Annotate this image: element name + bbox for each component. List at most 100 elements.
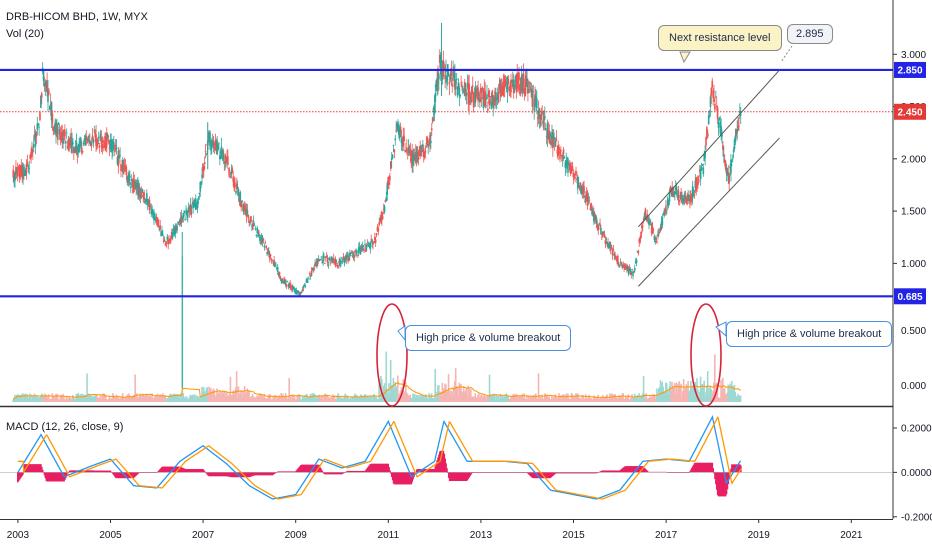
volume-bar — [242, 394, 245, 402]
macd-hist-bar — [407, 472, 410, 485]
candle-body — [285, 284, 288, 287]
candle-body — [370, 239, 373, 241]
macd-hist-bar — [715, 472, 718, 490]
candle-body — [304, 285, 307, 287]
candle-body — [520, 74, 523, 92]
volume-bar — [45, 395, 47, 402]
candle-body — [308, 273, 311, 275]
macd-hist-bar — [33, 464, 35, 473]
volume-bar — [510, 395, 513, 402]
macd-hist-bar — [699, 462, 701, 473]
volume-bar — [324, 393, 327, 402]
candle-body — [123, 165, 126, 167]
candle-body — [534, 93, 536, 102]
volume-bar — [612, 395, 615, 402]
macd-hist-bar — [397, 472, 399, 485]
macd-hist-bar — [373, 463, 375, 473]
candle-body — [224, 154, 226, 164]
candle-body — [713, 91, 715, 93]
macd-hist-bar — [270, 472, 273, 476]
candle-body — [463, 90, 465, 92]
candle-body — [405, 151, 407, 153]
candle-body — [25, 163, 28, 173]
candle-body — [71, 141, 73, 153]
candle-body — [636, 250, 639, 252]
volume-bar — [728, 389, 730, 402]
macd-hist-bar — [466, 472, 469, 481]
candle-body — [583, 186, 585, 194]
volume-bar — [114, 399, 117, 402]
candle-body — [176, 225, 178, 231]
candle-body — [18, 165, 21, 178]
candle-body — [247, 214, 250, 219]
macd-hist-bar — [368, 465, 371, 473]
volume-bar — [216, 388, 218, 402]
volume-bar — [206, 387, 209, 402]
macd-hist-bar — [44, 472, 47, 479]
volume-bar — [582, 395, 584, 402]
macd-hist-bar — [121, 472, 123, 479]
volume-bar — [278, 395, 281, 402]
volume-bar — [386, 389, 388, 402]
volume-bar — [621, 393, 624, 402]
candle-body — [402, 135, 405, 147]
volume-bar — [422, 395, 425, 402]
volume-bar — [72, 396, 75, 402]
volume-bar — [53, 396, 55, 402]
candle-body — [95, 134, 97, 146]
candle-body — [29, 154, 31, 159]
macd-hist-bar — [203, 471, 206, 473]
volume-bar — [482, 396, 485, 402]
macd-hist-bar — [366, 467, 369, 473]
macd-hist-bar — [70, 470, 73, 473]
volume-bar — [478, 398, 481, 402]
volume-bar — [723, 388, 726, 402]
macd-label: MACD (12, 26, close, 9) — [6, 421, 124, 433]
volume-bar — [323, 395, 325, 402]
volume-bar — [661, 381, 664, 402]
candle-body — [268, 250, 270, 255]
volume-bar — [501, 395, 503, 402]
volume-bar — [605, 395, 607, 402]
volume-bar — [169, 394, 171, 402]
candle-body — [734, 135, 737, 143]
volume-bar — [692, 387, 695, 402]
macd-hist-bar — [534, 472, 536, 479]
volume-bar — [370, 396, 372, 402]
macd-hist-bar — [216, 472, 219, 477]
macd-hist-bar — [179, 467, 182, 473]
candle-body — [70, 137, 72, 147]
volume-bar — [404, 391, 406, 402]
macd-hist-bar — [97, 470, 99, 473]
candle-body — [701, 163, 704, 166]
volume-bar — [297, 395, 299, 402]
macd-hist-bar — [531, 472, 534, 478]
candle-body — [47, 90, 49, 103]
callout-tail-left — [397, 325, 406, 342]
candle-body — [195, 207, 198, 209]
macd-hist-bar — [374, 463, 377, 473]
macd-hist-bar — [359, 470, 362, 473]
volume-bar — [50, 398, 53, 402]
volume-bar — [299, 395, 301, 402]
candle-body — [78, 143, 80, 153]
candle-body — [619, 262, 622, 264]
macd-hist-bar — [404, 472, 406, 485]
volume-bar — [689, 390, 691, 402]
volume-bar — [78, 394, 80, 402]
candle-body — [225, 164, 227, 166]
volume-bar — [580, 399, 583, 402]
macd-hist-bar — [538, 472, 541, 479]
candle-body — [723, 154, 725, 157]
candle-body — [554, 140, 557, 147]
candle-body — [474, 86, 477, 104]
candle-body — [297, 290, 299, 293]
macd-hist-bar — [130, 472, 133, 479]
macd-hist-bar — [705, 462, 707, 473]
macd-hist-bar — [357, 470, 359, 473]
candle-body — [80, 138, 82, 147]
candle-body — [158, 228, 161, 230]
volume-bar — [626, 397, 629, 402]
badge-label: 0.685 — [897, 292, 922, 303]
macd-hist-bar — [626, 466, 628, 473]
